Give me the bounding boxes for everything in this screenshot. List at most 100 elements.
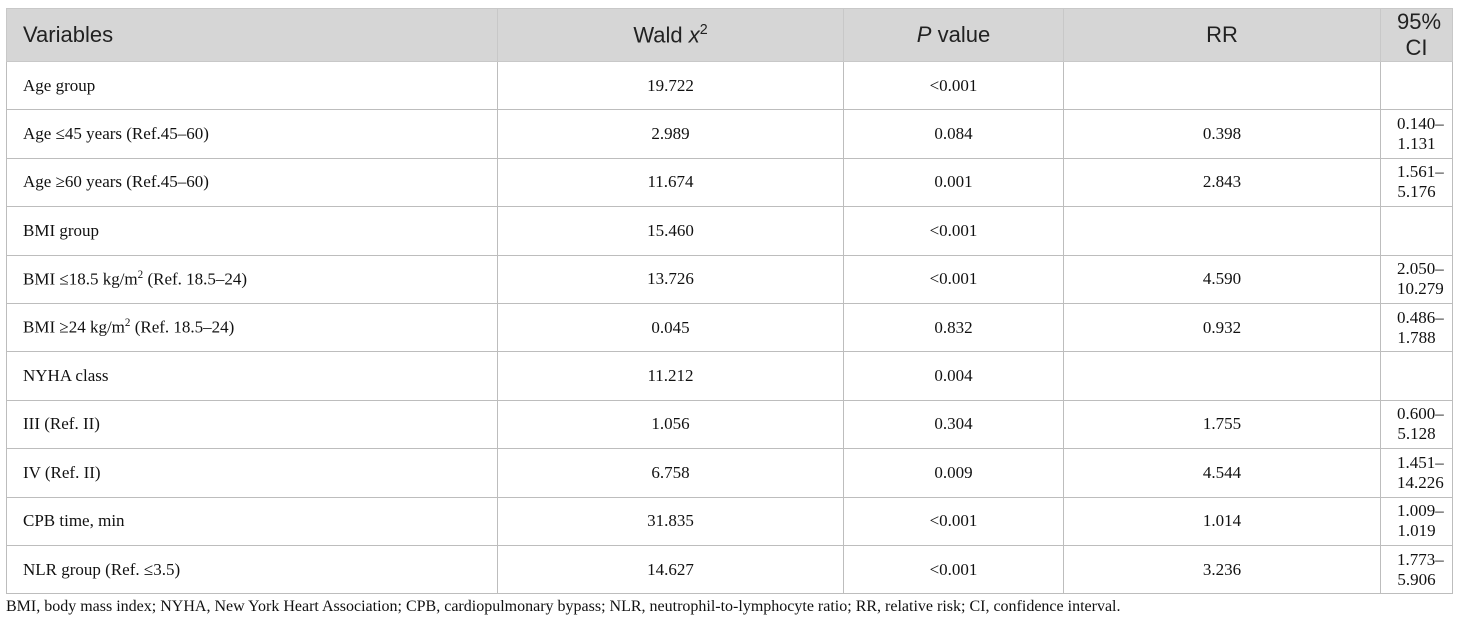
cell-text: 11.674	[647, 172, 694, 192]
header-cell: Variables	[6, 8, 498, 62]
table-cell: 15.460	[497, 206, 844, 256]
table-row: CPB time, min 31.835 <0.001 1.014 1.009–1.01…	[6, 496, 1453, 546]
table-row: Age ≤45 years (Ref.45–60) 2.989 0.084 0.398…	[6, 109, 1453, 159]
header-cell: P value	[843, 8, 1064, 62]
table-cell: 0.832	[843, 302, 1064, 353]
cell-text: 15.460	[647, 220, 694, 240]
table-cell: NYHA class	[6, 351, 498, 401]
cell-text: 1.451–14.226	[1397, 452, 1444, 492]
cell-text: 0.140–1.131	[1397, 114, 1444, 154]
table-cell: 0.600–5.128	[1380, 399, 1453, 450]
cell-text: 0.832	[934, 317, 973, 337]
cell-text: 2.989	[651, 124, 690, 144]
cell-text: 1.561–5.176	[1397, 162, 1444, 202]
cell-text: Age ≥60 years (Ref.45–60)	[23, 172, 209, 192]
table-cell: BMI ≤18.5 kg/m2 (Ref. 18.5–24)	[6, 254, 498, 304]
text-segment: RR	[1206, 22, 1238, 47]
cell-text: 1.014	[1202, 511, 1242, 531]
table-cell: 1.009–1.019	[1380, 496, 1453, 546]
text-segment: P	[916, 22, 932, 47]
cell-text: Age ≤45 years (Ref.45–60)	[23, 124, 209, 144]
table-row: BMI ≥24 kg/m2 (Ref. 18.5–24) 0.045 0.832 0.…	[6, 302, 1453, 353]
cell-text: 0.932	[1202, 317, 1242, 337]
table-cell: 3.236	[1063, 544, 1381, 595]
cell-text: <0.001	[929, 220, 978, 240]
cell-text: III (Ref. II)	[23, 414, 100, 434]
table-cell: Age ≥60 years (Ref.45–60)	[6, 157, 498, 208]
cell-text: 4.544	[1202, 462, 1242, 482]
table-cell: 0.304	[843, 399, 1064, 450]
table-cell: 31.835	[497, 496, 844, 546]
table-cell: BMI ≥24 kg/m2 (Ref. 18.5–24)	[6, 302, 498, 353]
footnote: BMI, body mass index; NYHA, New York Hea…	[6, 598, 1121, 615]
table-cell	[1380, 351, 1453, 401]
cell-text: 2.843	[1202, 172, 1242, 192]
header-cell: 95% CI	[1380, 8, 1453, 62]
table-row: IV (Ref. II) 6.758 0.009 4.544 1.451–14.226	[6, 448, 1453, 498]
cell-text: 3.236	[1202, 559, 1242, 579]
table-cell: 6.758	[497, 448, 844, 498]
cell-text: 1.009–1.019	[1397, 501, 1444, 541]
table-cell: Age ≤45 years (Ref.45–60)	[6, 109, 498, 159]
cell-text: IV (Ref. II)	[23, 462, 101, 482]
cell-text: BMI group	[23, 220, 100, 240]
header-row: Variables Wald x2 P value RR 95% CI	[6, 8, 1453, 62]
cell-text: NYHA class	[23, 366, 109, 386]
table-cell: 4.590	[1063, 254, 1381, 304]
table-cell: <0.001	[843, 544, 1064, 595]
header-cell: Wald x2	[497, 8, 844, 62]
cell-text: <0.001	[929, 75, 978, 95]
cell-text: 0.004	[934, 366, 973, 386]
cell-text: 0.084	[934, 124, 973, 144]
cell-text: 13.726	[647, 269, 694, 289]
table-body: Age group 19.722 <0.001 Age ≤45 years (Ref.…	[6, 60, 1453, 595]
table-cell: 1.014	[1063, 496, 1381, 546]
table-cell: 0.045	[497, 302, 844, 353]
text-segment: BMI ≥24 kg/m	[23, 317, 125, 337]
table-cell: IV (Ref. II)	[6, 448, 498, 498]
cell-text: 19.722	[647, 75, 694, 95]
cell-text: 6.758	[651, 462, 690, 482]
cell-text: 1.755	[1202, 414, 1242, 434]
table-row: NYHA class 11.212 0.004	[6, 351, 1453, 401]
table-cell: 2.989	[497, 109, 844, 159]
table-cell: 0.004	[843, 351, 1064, 401]
text-segment: (Ref. 18.5–24)	[130, 317, 235, 337]
table-row: III (Ref. II) 1.056 0.304 1.755 0.600–5.128	[6, 399, 1453, 450]
text-segment: 2	[137, 268, 144, 281]
text-segment: 2	[699, 21, 708, 38]
table-cell: 2.843	[1063, 157, 1381, 208]
table-cell: 4.544	[1063, 448, 1381, 498]
table-cell: 0.932	[1063, 302, 1381, 353]
text-segment: 2	[124, 317, 131, 330]
table-cell: 1.451–14.226	[1380, 448, 1453, 498]
text-segment: Variables	[23, 22, 114, 47]
table-cell: 19.722	[497, 60, 844, 111]
text-segment: x	[688, 22, 700, 48]
table-cell: 1.561–5.176	[1380, 157, 1453, 208]
table-cell: <0.001	[843, 60, 1064, 111]
table-cell: III (Ref. II)	[6, 399, 498, 450]
results-table: Variables Wald x2 P value RR 95% CI Age grou…	[6, 8, 1453, 595]
table-row: NLR group (Ref. ≤3.5) 14.627 <0.001 3.236 1.…	[6, 544, 1453, 595]
table-cell	[1380, 206, 1453, 256]
cell-text: <0.001	[929, 559, 978, 579]
cell-text: 0.001	[934, 172, 973, 192]
cell-text: 1.056	[651, 414, 690, 434]
text-segment: (Ref. 18.5–24)	[143, 269, 248, 289]
cell-text: 31.835	[647, 511, 694, 531]
table-row: Age group 19.722 <0.001	[6, 60, 1453, 111]
table-row: BMI ≤18.5 kg/m2 (Ref. 18.5–24) 13.726 <0.0…	[6, 254, 1453, 304]
table-cell: 0.001	[843, 157, 1064, 208]
table-row: BMI group 15.460 <0.001	[6, 206, 1453, 256]
table-cell: <0.001	[843, 254, 1064, 304]
table-cell: 11.674	[497, 157, 844, 208]
table-cell: 14.627	[497, 544, 844, 595]
cell-text: 0.600–5.128	[1397, 404, 1444, 444]
text-segment: 95% CI	[1397, 9, 1442, 60]
cell-text: 0.398	[1202, 124, 1242, 144]
table-cell	[1380, 60, 1453, 111]
cell-text: 1.773–5.906	[1397, 549, 1444, 589]
cell-text: 2.050–10.279	[1397, 259, 1444, 299]
